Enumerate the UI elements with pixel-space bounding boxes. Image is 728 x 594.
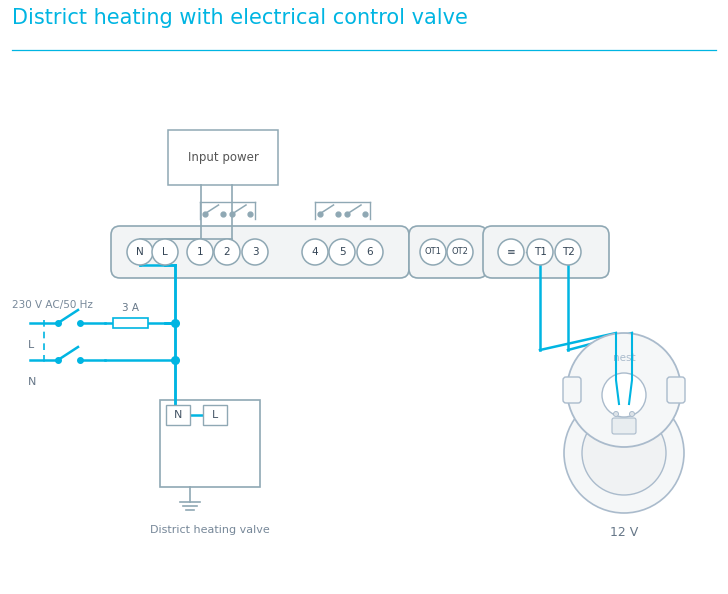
Text: N: N [136, 247, 144, 257]
Text: 230 V AC/50 Hz: 230 V AC/50 Hz [12, 300, 93, 310]
Circle shape [420, 239, 446, 265]
Circle shape [582, 411, 666, 495]
Text: 2: 2 [223, 247, 230, 257]
Text: 4: 4 [312, 247, 318, 257]
Text: 12 V: 12 V [610, 526, 638, 539]
Text: L: L [212, 410, 218, 420]
Circle shape [447, 239, 473, 265]
Circle shape [555, 239, 581, 265]
FancyBboxPatch shape [483, 226, 609, 278]
FancyBboxPatch shape [563, 377, 581, 403]
FancyBboxPatch shape [612, 418, 636, 434]
Circle shape [614, 412, 619, 416]
Text: District heating with electrical control valve: District heating with electrical control… [12, 8, 468, 28]
Text: T2: T2 [561, 247, 574, 257]
Circle shape [564, 393, 684, 513]
Circle shape [127, 239, 153, 265]
Circle shape [152, 239, 178, 265]
Text: N: N [28, 377, 36, 387]
Circle shape [602, 373, 646, 417]
Circle shape [527, 239, 553, 265]
Text: District heating valve: District heating valve [150, 525, 270, 535]
Circle shape [630, 412, 635, 416]
Text: OT2: OT2 [451, 248, 468, 257]
Text: L: L [28, 340, 34, 350]
FancyBboxPatch shape [203, 405, 227, 425]
Text: 6: 6 [367, 247, 373, 257]
Text: OT1: OT1 [424, 248, 441, 257]
Circle shape [329, 239, 355, 265]
Text: Input power: Input power [188, 151, 258, 164]
Text: 1: 1 [197, 247, 203, 257]
Bar [113, 318, 148, 328]
FancyBboxPatch shape [160, 400, 260, 487]
FancyBboxPatch shape [111, 226, 409, 278]
Circle shape [302, 239, 328, 265]
Text: nest: nest [615, 438, 633, 447]
Text: 3: 3 [252, 247, 258, 257]
FancyBboxPatch shape [166, 405, 190, 425]
Text: nest: nest [613, 353, 636, 363]
Text: 5: 5 [339, 247, 345, 257]
Text: N: N [174, 410, 182, 420]
FancyBboxPatch shape [168, 130, 278, 185]
Circle shape [242, 239, 268, 265]
Circle shape [187, 239, 213, 265]
Circle shape [498, 239, 524, 265]
Circle shape [567, 333, 681, 447]
Circle shape [357, 239, 383, 265]
FancyBboxPatch shape [409, 226, 487, 278]
Text: L: L [162, 247, 168, 257]
Circle shape [214, 239, 240, 265]
FancyBboxPatch shape [667, 377, 685, 403]
Text: 3 A: 3 A [122, 303, 139, 313]
Text: ≡: ≡ [507, 247, 515, 257]
Text: T1: T1 [534, 247, 547, 257]
